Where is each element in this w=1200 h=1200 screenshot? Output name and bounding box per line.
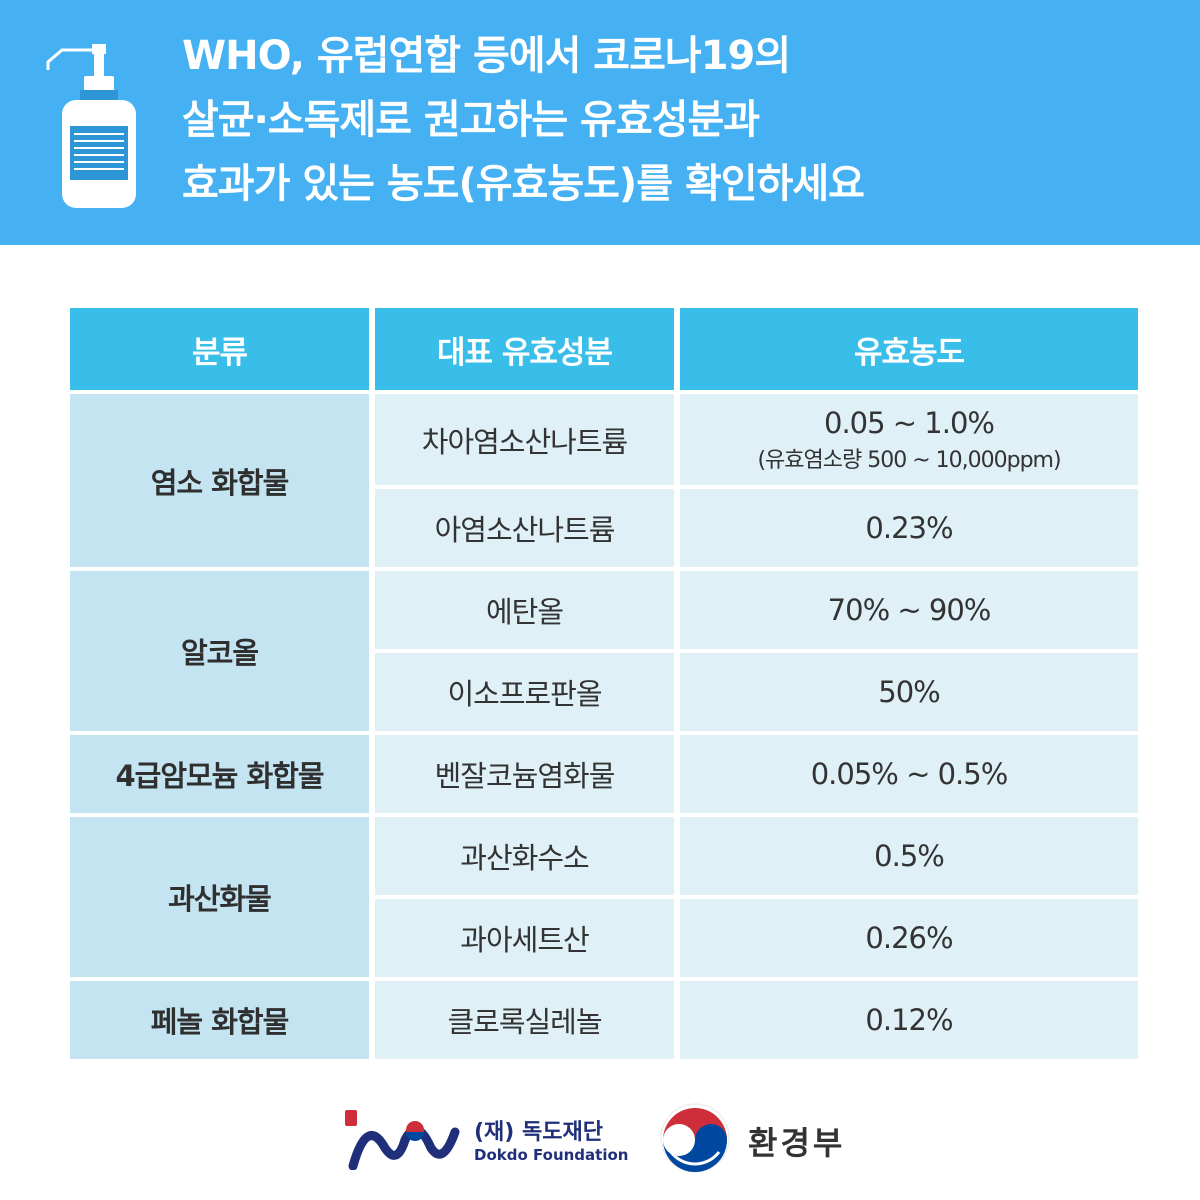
title-line-2: 살균·소독제로 권고하는 유효성분과 [182, 97, 760, 143]
ingredient-cell: 벤잘코늄염화물 [375, 735, 674, 813]
title-line-3: 효과가 있는 농도(유효농도)를 확인하세요 [182, 161, 865, 207]
header-ingredient: 대표 유효성분 [375, 308, 674, 390]
title-line-1: WHO, 유럽연합 등에서 코로나19의 [182, 33, 791, 79]
concentration-cell: 0.26% [680, 899, 1138, 977]
category-quaternary-ammonium: 4급암모늄 화합물 [70, 735, 369, 813]
dokdo-foundation-english-name: Dokdo Foundation [474, 1146, 629, 1164]
category-chlorine: 염소 화합물 [70, 394, 369, 567]
concentration-note: (유효염소량 500 ~ 10,000ppm) [757, 447, 1061, 473]
header-banner: WHO, 유럽연합 등에서 코로나19의 살균·소독제로 권고하는 유효성분과 … [0, 0, 1200, 245]
ingredient-cell: 이소프로판올 [375, 653, 674, 731]
ingredient-cell: 클로록실레놀 [375, 981, 674, 1059]
dokdo-foundation-name: (재) 독도재단 [474, 1120, 603, 1145]
concentration-value: 0.05 ~ 1.0% [824, 405, 995, 440]
page-title: WHO, 유럽연합 등에서 코로나19의 살균·소독제로 권고하는 유효성분과 … [182, 24, 1172, 216]
concentration-cell: 70% ~ 90% [680, 571, 1138, 649]
ingredient-cell: 차아염소산나트륨 [375, 394, 674, 485]
concentration-cell: 0.23% [680, 489, 1138, 567]
government-emblem-logo [660, 1103, 730, 1173]
concentration-cell: 0.05% ~ 0.5% [680, 735, 1138, 813]
dokdo-foundation-logo [345, 1110, 460, 1170]
concentration-cell: 0.5% [680, 817, 1138, 895]
concentration-cell: 0.12% [680, 981, 1138, 1059]
header-category: 분류 [70, 308, 369, 390]
concentration-cell: 0.05 ~ 1.0% (유효염소량 500 ~ 10,000ppm) [680, 394, 1138, 485]
disinfectant-table: 분류 대표 유효성분 유효농도 염소 화합물 알코올 4급암모늄 화합물 과산화… [70, 308, 1138, 1059]
header-concentration: 유효농도 [680, 308, 1138, 390]
hand-sanitizer-bottle-icon [46, 44, 136, 208]
ingredient-cell: 과산화수소 [375, 817, 674, 895]
category-phenol: 페놀 화합물 [70, 981, 369, 1059]
ingredient-cell: 아염소산나트륨 [375, 489, 674, 567]
footer-logos: (재) 독도재단 Dokdo Foundation 환경부 [0, 1090, 1200, 1180]
category-peroxide: 과산화물 [70, 817, 369, 977]
ingredient-cell: 에탄올 [375, 571, 674, 649]
category-alcohol: 알코올 [70, 571, 369, 731]
concentration-cell: 50% [680, 653, 1138, 731]
ministry-name: 환경부 [748, 1124, 846, 1162]
ingredient-cell: 과아세트산 [375, 899, 674, 977]
